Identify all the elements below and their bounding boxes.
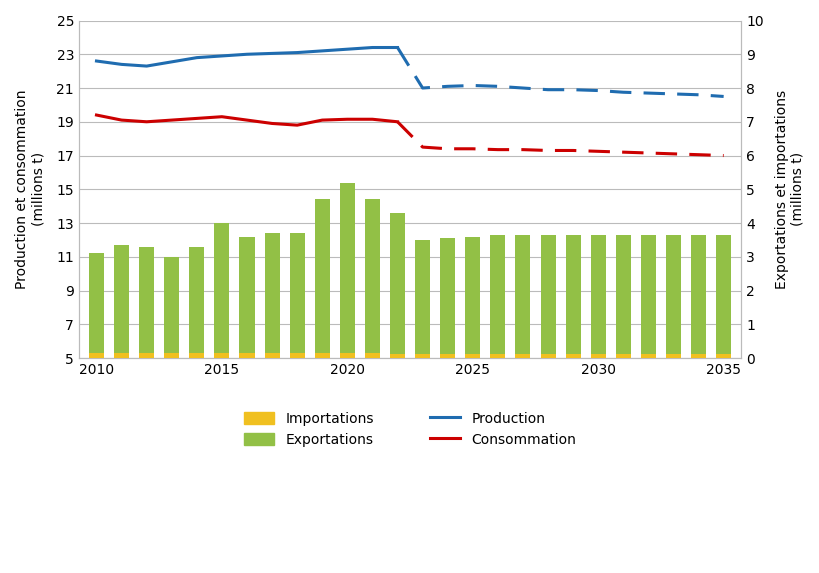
Bar (715, 235, 731, 358)
Bar (314, 353, 329, 358)
Bar (615, 235, 630, 358)
Bar (239, 353, 254, 358)
Bar (88, 353, 104, 358)
Bar (314, 199, 329, 358)
Bar (540, 354, 555, 358)
Bar (214, 353, 229, 358)
Bar (590, 235, 605, 358)
Y-axis label: Exportations et importations
(millions t): Exportations et importations (millions t… (774, 90, 804, 289)
Bar (390, 213, 405, 358)
Bar (164, 257, 179, 358)
Bar (690, 354, 705, 358)
Bar (565, 354, 580, 358)
Bar (615, 354, 630, 358)
Bar (515, 235, 530, 358)
Bar (490, 354, 505, 358)
Y-axis label: Production et consommation
(millions t): Production et consommation (millions t) (15, 89, 45, 289)
Bar (464, 237, 480, 358)
Bar (265, 353, 279, 358)
Bar (239, 237, 254, 358)
Bar (339, 183, 355, 358)
Bar (114, 245, 129, 358)
Bar (189, 353, 204, 358)
Legend: Importations, Exportations, Production, Consommation: Importations, Exportations, Production, … (238, 406, 581, 453)
Bar (214, 223, 229, 358)
Bar (640, 235, 655, 358)
Bar (665, 354, 680, 358)
Bar (440, 238, 455, 358)
Bar (640, 354, 655, 358)
Bar (414, 354, 430, 358)
Bar (490, 235, 505, 358)
Bar (339, 353, 355, 358)
Bar (464, 354, 480, 358)
Bar (440, 354, 455, 358)
Bar (565, 235, 580, 358)
Bar (590, 354, 605, 358)
Bar (414, 240, 430, 358)
Bar (139, 353, 154, 358)
Bar (139, 247, 154, 358)
Bar (665, 235, 680, 358)
Bar (164, 353, 179, 358)
Bar (540, 235, 555, 358)
Bar (364, 199, 379, 358)
Bar (189, 247, 204, 358)
Bar (265, 233, 279, 358)
Bar (114, 353, 129, 358)
Bar (390, 354, 405, 358)
Bar (715, 354, 731, 358)
Bar (289, 233, 305, 358)
Bar (289, 353, 305, 358)
Bar (88, 253, 104, 358)
Bar (364, 353, 379, 358)
Bar (690, 235, 705, 358)
Bar (515, 354, 530, 358)
